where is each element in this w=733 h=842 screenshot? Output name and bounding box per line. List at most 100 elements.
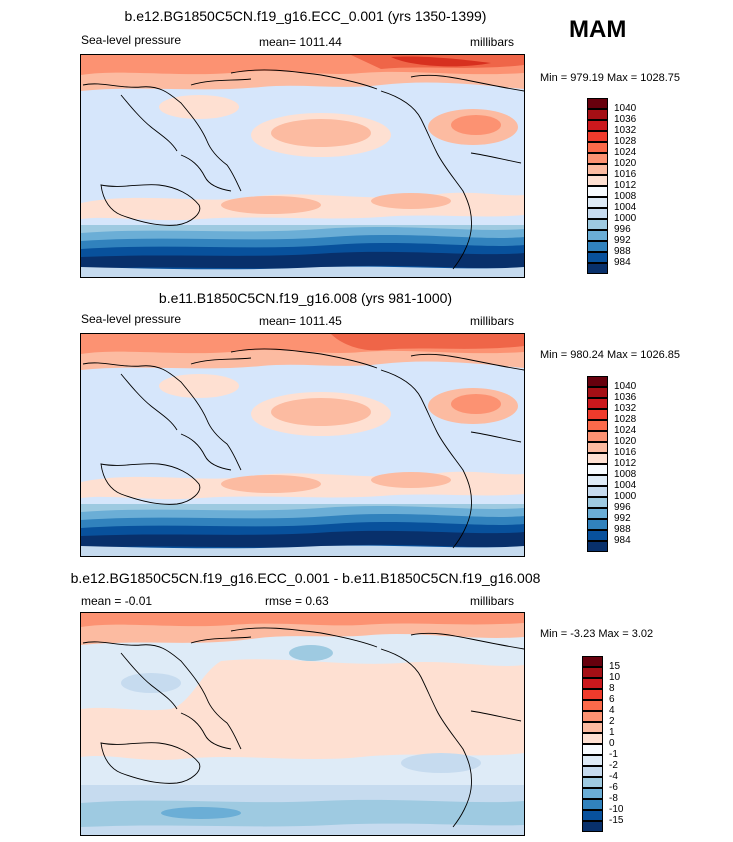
panel2-mean-label: mean= 1011.45 — [259, 314, 342, 328]
colorbar-swatch — [587, 263, 608, 274]
colorbar-swatch — [587, 219, 608, 230]
panel1-map — [80, 54, 525, 278]
colorbar-label: 1012 — [614, 458, 637, 469]
colorbar-swatch — [587, 519, 608, 530]
colorbar-swatch — [587, 131, 608, 142]
colorbar-swatch — [587, 431, 608, 442]
panel1-mean-label: mean= 1011.44 — [259, 35, 342, 49]
colorbar-swatch — [582, 766, 603, 777]
colorbar-swatch — [587, 409, 608, 420]
panel2-variable-label: Sea-level pressure — [81, 312, 182, 326]
panel3-units-label: millibars — [470, 594, 515, 608]
colorbar-label: 6 — [609, 694, 615, 705]
colorbar-label: 1020 — [614, 158, 637, 169]
panel3-mean-label: mean = -0.01 — [81, 594, 153, 608]
colorbar-swatch — [582, 689, 603, 700]
panel1-units-label: millibars — [470, 35, 515, 49]
colorbar-swatch — [582, 678, 603, 689]
colorbar-label: -2 — [609, 760, 618, 771]
colorbar-swatch — [582, 733, 603, 744]
colorbar-swatch — [587, 164, 608, 175]
panel2-title: b.e11.B1850C5CN.f19_g16.008 (yrs 981-100… — [158, 290, 453, 306]
colorbar-swatch — [587, 497, 608, 508]
colorbar-label: 1012 — [614, 180, 637, 191]
colorbar-label: 10 — [609, 672, 621, 683]
panel2-units-label: millibars — [470, 314, 515, 328]
colorbar-label: 992 — [614, 513, 631, 524]
colorbar-swatch — [587, 153, 608, 164]
colorbar-label: 1020 — [614, 436, 637, 447]
panel3-field — [81, 613, 524, 835]
colorbar-swatch — [587, 175, 608, 186]
colorbar-swatch — [582, 711, 603, 722]
colorbar-label: 1000 — [614, 491, 637, 502]
colorbar-swatch — [587, 197, 608, 208]
colorbar-swatch — [587, 464, 608, 475]
colorbar-label: 1032 — [614, 125, 637, 136]
panel1-field — [81, 55, 524, 277]
colorbar-label: 1016 — [614, 169, 637, 180]
colorbar-swatch — [587, 508, 608, 519]
colorbar-swatch — [582, 810, 603, 821]
colorbar-swatch — [582, 667, 603, 678]
colorbar-swatch — [587, 120, 608, 131]
panel3-colorbar: 15 10 8 6 4 2 1 0 -1 -2 -4 -6 -8 -10 -15 — [582, 656, 623, 832]
colorbar-swatch — [587, 541, 608, 552]
colorbar-label: 1032 — [614, 403, 637, 414]
colorbar-label: 996 — [614, 502, 631, 513]
panel2-field — [81, 334, 524, 556]
colorbar-swatch — [587, 420, 608, 431]
colorbar-label: 1028 — [614, 136, 637, 147]
colorbar-label: 992 — [614, 235, 631, 246]
colorbar-swatch — [587, 109, 608, 120]
colorbar-label: 2 — [609, 716, 615, 727]
colorbar-label: 1040 — [614, 381, 637, 392]
colorbar-swatch — [582, 788, 603, 799]
panel3-rmse-label: rmse = 0.63 — [265, 594, 329, 608]
colorbar-swatch — [587, 530, 608, 541]
colorbar-label: 1024 — [614, 425, 637, 436]
panel3-map — [80, 612, 525, 836]
panel1-title: b.e12.BG1850C5CN.f19_g16.ECC_0.001 (yrs … — [124, 8, 487, 24]
colorbar-swatch — [587, 376, 608, 387]
colorbar-swatch — [587, 453, 608, 464]
colorbar-label: 1028 — [614, 414, 637, 425]
colorbar-label: 0 — [609, 738, 615, 749]
colorbar-swatch — [582, 656, 603, 667]
colorbar-label: 4 — [609, 705, 615, 716]
colorbar-label: 984 — [614, 535, 631, 546]
colorbar-label: 1004 — [614, 202, 637, 213]
colorbar-label: 15 — [609, 661, 621, 672]
colorbar-swatch — [587, 230, 608, 241]
colorbar-label: -6 — [609, 782, 618, 793]
colorbar-swatch — [587, 241, 608, 252]
colorbar-swatch — [582, 755, 603, 766]
panel2-map — [80, 333, 525, 557]
colorbar-label: 1036 — [614, 392, 637, 403]
colorbar-label: 1016 — [614, 447, 637, 458]
colorbar-label: 8 — [609, 683, 615, 694]
colorbar-label: 1040 — [614, 103, 637, 114]
colorbar-swatch — [582, 799, 603, 810]
colorbar-swatch — [587, 252, 608, 263]
colorbar-swatch — [587, 442, 608, 453]
colorbar-label: 1000 — [614, 213, 637, 224]
colorbar-swatch — [587, 98, 608, 109]
colorbar-swatch — [587, 186, 608, 197]
season-label: MAM — [569, 16, 627, 43]
colorbar-label: 988 — [614, 524, 631, 535]
colorbar-swatch — [582, 722, 603, 733]
colorbar-label: -15 — [609, 815, 624, 826]
colorbar-label: 1004 — [614, 480, 637, 491]
colorbar-swatch — [582, 821, 603, 832]
colorbar-label: -10 — [609, 804, 624, 815]
colorbar-label: 1 — [609, 727, 615, 738]
colorbar-label: -4 — [609, 771, 618, 782]
colorbar-swatch — [587, 486, 608, 497]
panel2-colorbar: 1040 1036 1032 1028 1024 1020 1016 1012 1008 1004… — [587, 376, 636, 552]
panel2-minmax: Min = 980.24 Max = 1026.85 — [540, 349, 681, 361]
colorbar-label: -1 — [609, 749, 618, 760]
colorbar-label: -8 — [609, 793, 618, 804]
colorbar-swatch — [587, 398, 608, 409]
panel1-colorbar: 1040 1036 1032 1028 1024 1020 1016 1012 1008 1004… — [587, 98, 636, 274]
